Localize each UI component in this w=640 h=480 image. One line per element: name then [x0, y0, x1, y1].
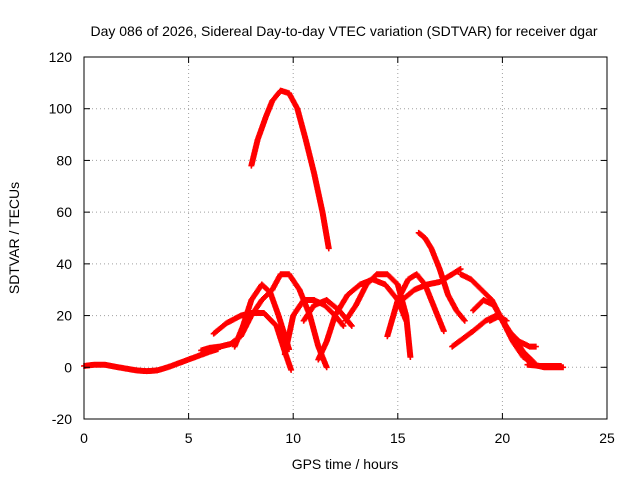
series-arc-m — [457, 271, 567, 371]
x-tick-label: 5 — [185, 430, 193, 446]
y-tick-label: 20 — [56, 308, 72, 324]
x-tick-label: 20 — [495, 430, 511, 446]
data-points — [384, 271, 447, 340]
series-arc-i — [384, 271, 447, 340]
data-points — [486, 312, 539, 350]
x-axis-label: GPS time / hours — [292, 456, 399, 472]
data-points — [415, 229, 468, 324]
x-tick-label: 15 — [390, 430, 406, 446]
grid — [84, 57, 607, 419]
x-tick-label: 0 — [80, 430, 88, 446]
plot-frame — [83, 56, 608, 420]
data-points — [524, 361, 564, 369]
data-points — [231, 281, 293, 353]
y-tick-label: 120 — [49, 49, 73, 65]
data-points — [248, 87, 332, 252]
data-points — [342, 271, 414, 360]
y-tick-label: -20 — [52, 411, 72, 427]
x-tick-label: 10 — [285, 430, 301, 446]
data-markers — [81, 87, 567, 375]
y-tick-label: 60 — [56, 204, 72, 220]
y-tick-label: 80 — [56, 152, 72, 168]
y-tick-label: 40 — [56, 256, 72, 272]
series-arc-k — [415, 229, 468, 324]
y-tick-label: 100 — [49, 101, 73, 117]
series-arc-c — [231, 281, 293, 353]
chart-title: Day 086 of 2026, Sidereal Day-to-day VTE… — [90, 23, 597, 39]
series-arc-h — [342, 271, 414, 360]
axis-ticks: 0 5 10 15 20 25 -20 0 20 40 60 80 100 120 — [49, 49, 615, 446]
data-points — [470, 297, 537, 366]
series-arc-o — [486, 312, 539, 350]
y-axis-label: SDTVAR / TECUs — [6, 182, 22, 294]
series-arc-n — [470, 297, 537, 366]
x-tick-label: 25 — [599, 430, 615, 446]
series-arc-p — [524, 361, 564, 369]
series-high-pass — [248, 87, 332, 252]
y-tick-label: 0 — [64, 359, 72, 375]
data-points — [457, 271, 567, 371]
